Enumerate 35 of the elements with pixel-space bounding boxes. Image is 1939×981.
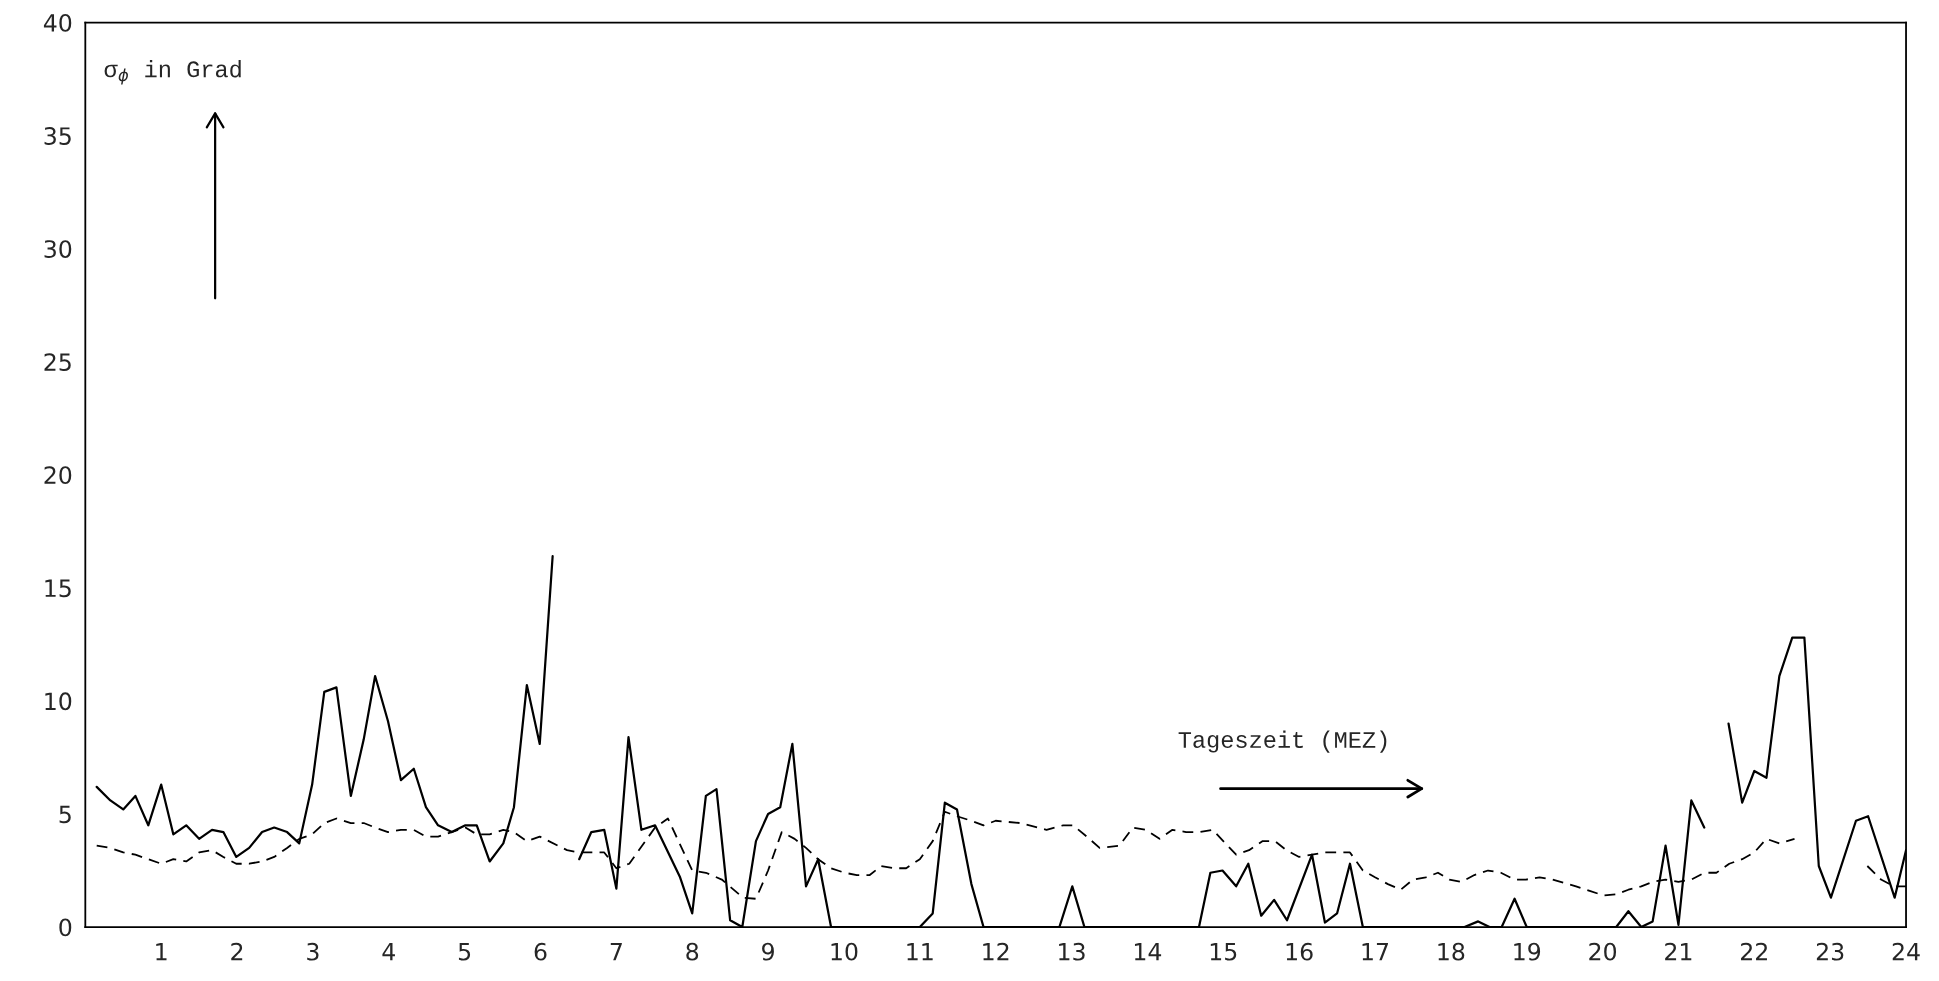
x-tick-label: 11 <box>907 943 933 961</box>
x-tick-label: 15 <box>1210 943 1237 961</box>
x-tick-label: 4 <box>382 943 395 961</box>
x-tick-label: 13 <box>1059 942 1085 961</box>
x-tick-label: 3 <box>307 942 319 961</box>
x-tick-label: 24 <box>1892 942 1920 961</box>
y-tick-label: 15 <box>45 579 71 598</box>
x-tick-label: 17 <box>1362 943 1388 961</box>
annotation: σ$_{ϕ}$ in Grad <box>104 60 241 85</box>
y-tick-label: 10 <box>45 692 72 711</box>
y-tick-label: 25 <box>44 353 71 372</box>
y-tick-label: 0 <box>59 918 72 937</box>
y-tick-label: 30 <box>44 240 72 258</box>
x-tick-label: 23 <box>1816 942 1844 961</box>
x-tick-label: 6 <box>534 942 547 961</box>
x-tick-label: 5 <box>458 943 471 961</box>
y-tick-label: 20 <box>44 466 72 485</box>
x-tick-label: 18 <box>1438 942 1465 961</box>
x-tick-label: 16 <box>1286 942 1313 961</box>
x-tick-label: 1 <box>156 943 167 961</box>
x-tick-label: 14 <box>1134 943 1162 961</box>
x-tick-label: 10 <box>831 942 858 961</box>
x-tick-label: 8 <box>686 942 699 961</box>
x-tick-label: 19 <box>1514 942 1541 961</box>
y-tick-label: 5 <box>59 805 71 824</box>
x-tick-label: 21 <box>1665 942 1692 961</box>
x-tick-label: 22 <box>1741 942 1767 961</box>
y-tick-label: 40 <box>43 14 72 32</box>
x-tick-label: 12 <box>983 942 1009 961</box>
y-tick-label: 35 <box>44 127 71 145</box>
x-tick-label: 2 <box>231 942 243 961</box>
x-tick-label: 7 <box>610 943 622 961</box>
annotation: Tageszeit (MEZ) <box>1178 730 1387 753</box>
x-tick-label: 20 <box>1589 942 1617 961</box>
x-tick-label: 9 <box>762 942 774 961</box>
